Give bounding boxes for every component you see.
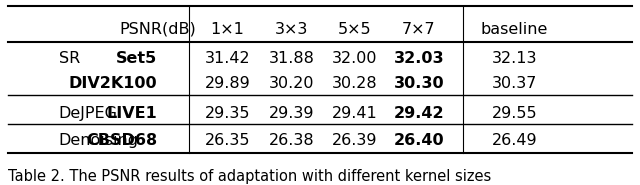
Text: 26.49: 26.49 (492, 133, 537, 148)
Text: 29.55: 29.55 (492, 106, 537, 121)
Text: 32.00: 32.00 (332, 51, 378, 66)
Text: 29.35: 29.35 (205, 106, 250, 121)
Text: 32.13: 32.13 (492, 51, 537, 66)
Text: Set5: Set5 (116, 51, 157, 66)
Text: 5×5: 5×5 (338, 22, 372, 37)
Text: SR: SR (59, 51, 80, 66)
Text: 3×3: 3×3 (275, 22, 308, 37)
Text: Denoising: Denoising (59, 133, 139, 148)
Text: LIVE1: LIVE1 (107, 106, 157, 121)
Text: 26.38: 26.38 (269, 133, 314, 148)
Text: 32.03: 32.03 (394, 51, 444, 66)
Text: Table 2. The PSNR results of adaptation with different kernel sizes: Table 2. The PSNR results of adaptation … (8, 169, 491, 184)
Text: 29.39: 29.39 (269, 106, 314, 121)
Text: 30.30: 30.30 (394, 76, 444, 91)
Text: 30.28: 30.28 (332, 76, 378, 91)
Text: 29.89: 29.89 (205, 76, 250, 91)
Text: 29.42: 29.42 (394, 106, 444, 121)
Text: 30.20: 30.20 (269, 76, 314, 91)
Text: 26.39: 26.39 (332, 133, 378, 148)
Text: 29.41: 29.41 (332, 106, 378, 121)
Text: 26.40: 26.40 (394, 133, 444, 148)
Text: baseline: baseline (481, 22, 548, 37)
Text: 26.35: 26.35 (205, 133, 250, 148)
Text: 31.88: 31.88 (268, 51, 314, 66)
Text: 7×7: 7×7 (402, 22, 436, 37)
Text: DeJPEG: DeJPEG (59, 106, 118, 121)
Text: 31.42: 31.42 (205, 51, 250, 66)
Text: CBSD68: CBSD68 (86, 133, 157, 148)
Text: DIV2K100: DIV2K100 (69, 76, 157, 91)
Text: PSNR(dB): PSNR(dB) (119, 22, 196, 37)
Text: 1×1: 1×1 (211, 22, 244, 37)
Text: 30.37: 30.37 (492, 76, 537, 91)
